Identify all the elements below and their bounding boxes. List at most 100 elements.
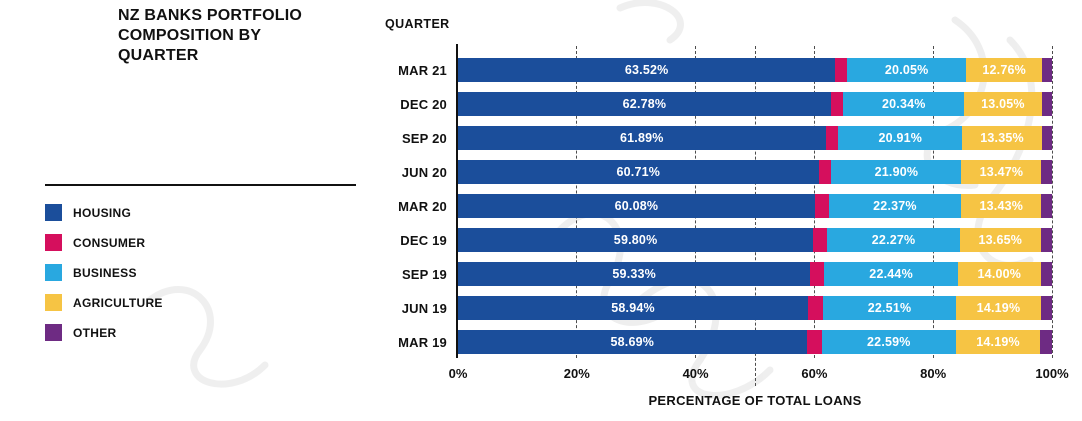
bar-segment-housing: 60.71% [458, 160, 819, 184]
quarter-label: SEP 19 [401, 266, 447, 282]
segment-value-label: 20.34% [881, 97, 926, 111]
segment-value-label: 22.37% [873, 199, 917, 213]
bar-segment-other [1040, 330, 1052, 354]
segment-value-label: 22.44% [869, 267, 913, 281]
segment-value-label: 60.71% [616, 165, 661, 179]
bar-row-jun-20: 60.71% 21.90% 13.47% [458, 160, 1052, 184]
bar-segment-other [1041, 92, 1052, 116]
segment-value-label: 59.33% [612, 267, 656, 281]
legend-item-agriculture: AGRICULTURE [45, 294, 163, 311]
segment-value-label: 22.51% [867, 301, 912, 315]
bar-segment-other [1042, 58, 1052, 82]
bar-segment-consumer [830, 92, 844, 116]
segment-value-label: 58.94% [611, 301, 655, 315]
bar-segment-business: 20.91% [838, 126, 963, 150]
bar-segment-housing: 60.08% [458, 194, 815, 218]
segment-value-label: 12.76% [982, 63, 1026, 77]
bar-segment-agriculture: 13.35% [962, 126, 1042, 150]
bar-segment-housing: 61.89% [458, 126, 826, 150]
segment-value-label: 13.47% [979, 165, 1024, 179]
segment-value-label: 61.89% [620, 131, 664, 145]
bar-segment-housing: 62.78% [458, 92, 831, 116]
quarter-label: DEC 19 [400, 232, 447, 248]
bar-segment-housing: 58.69% [458, 330, 807, 354]
bar-segment-housing: 58.94% [458, 296, 809, 320]
segment-value-label: 14.00% [977, 267, 1022, 281]
quarter-label: MAR 21 [398, 62, 447, 78]
bar-segment-business: 22.51% [822, 296, 957, 320]
y-axis-title: QUARTER [385, 17, 450, 31]
legend-item-housing: HOUSING [45, 204, 163, 221]
segment-value-label: 13.43% [979, 199, 1024, 213]
bar-row-mar-20: 60.08% 22.37% 13.43% [458, 194, 1052, 218]
legend-item-label: BUSINESS [73, 265, 137, 280]
bar-segment-other [1040, 228, 1052, 252]
x-tick-label-100: 100% [1035, 366, 1069, 381]
legend-item-label: AGRICULTURE [73, 295, 163, 310]
bar-segment-business: 22.37% [828, 194, 962, 218]
x-tick-label-20: 20% [563, 366, 590, 381]
bar-row-dec-20: 62.78% 20.34% 13.05% [458, 92, 1052, 116]
bar-segment-consumer [813, 228, 828, 252]
legend-swatch-business [45, 264, 62, 281]
bar-segment-other [1040, 262, 1052, 286]
quarter-label: JUN 20 [401, 164, 447, 180]
bar-segment-other [1040, 296, 1052, 320]
bar-segment-agriculture: 14.00% [957, 262, 1041, 286]
legend-item-label: OTHER [73, 325, 117, 340]
bar-row-jun-19: 58.94% 22.51% 14.19% [458, 296, 1052, 320]
segment-value-label: 20.91% [878, 131, 923, 145]
bar-segment-agriculture: 13.05% [964, 92, 1042, 116]
quarter-label: JUN 19 [401, 300, 447, 316]
segment-value-label: 62.78% [622, 97, 667, 111]
legend-item-other: OTHER [45, 324, 163, 341]
legend-item-label: HOUSING [73, 205, 132, 220]
segment-value-label: 14.19% [976, 335, 1020, 349]
y-axis-line [456, 44, 458, 358]
bar-segment-housing: 59.33% [458, 262, 811, 286]
segment-value-label: 13.35% [980, 131, 1024, 145]
bar-row-sep-19: 59.33% 22.44% 14.00% [458, 262, 1052, 286]
segment-value-label: 21.90% [874, 165, 919, 179]
bar-row-dec-19: 59.80% 22.27% 13.65% [458, 228, 1052, 252]
bar-segment-consumer [825, 126, 839, 150]
bar-segment-consumer [806, 330, 822, 354]
legend-swatch-other [45, 324, 62, 341]
segment-value-label: 13.65% [978, 233, 1023, 247]
bar-segment-agriculture: 12.76% [966, 58, 1043, 82]
legend-item-business: BUSINESS [45, 264, 163, 281]
legend-swatch-consumer [45, 234, 62, 251]
legend-item-label: CONSUMER [73, 235, 146, 250]
bar-segment-consumer [814, 194, 829, 218]
bar-segment-consumer [818, 160, 832, 184]
segment-value-label: 22.59% [867, 335, 911, 349]
quarter-label: DEC 20 [400, 96, 447, 112]
bar-segment-agriculture: 14.19% [955, 330, 1041, 354]
gridline-100 [1051, 46, 1053, 358]
legend-swatch-agriculture [45, 294, 62, 311]
quarter-label: MAR 20 [398, 198, 447, 214]
bar-segment-housing: 63.52% [458, 58, 836, 82]
segment-value-label: 59.80% [613, 233, 658, 247]
segment-value-label: 58.69% [610, 335, 655, 349]
bar-segment-business: 20.34% [843, 92, 965, 116]
quarter-label: MAR 19 [398, 334, 447, 350]
segment-value-label: 13.05% [981, 97, 1025, 111]
legend-divider [45, 184, 356, 186]
bar-segment-consumer [808, 296, 823, 320]
segment-value-label: 14.19% [976, 301, 1021, 315]
segment-value-label: 60.08% [614, 199, 659, 213]
bar-row-sep-20: 61.89% 20.91% 13.35% [458, 126, 1052, 150]
page-title: NZ BANKS PORTFOLIO COMPOSITION BY QUARTE… [118, 7, 303, 64]
legend: HOUSING CONSUMER BUSINESS AGRICULTURE OTHER [45, 204, 163, 354]
bar-segment-business: 21.90% [831, 160, 962, 184]
segment-value-label: 20.05% [884, 63, 929, 77]
x-tick-label-80: 80% [920, 366, 947, 381]
bar-segment-housing: 59.80% [458, 228, 814, 252]
x-tick-label-60: 60% [801, 366, 828, 381]
segment-value-label: 63.52% [624, 63, 669, 77]
legend-swatch-housing [45, 204, 62, 221]
bar-segment-agriculture: 13.43% [961, 194, 1042, 218]
bar-segment-business: 22.59% [821, 330, 956, 354]
x-tick-label-40: 40% [682, 366, 709, 381]
